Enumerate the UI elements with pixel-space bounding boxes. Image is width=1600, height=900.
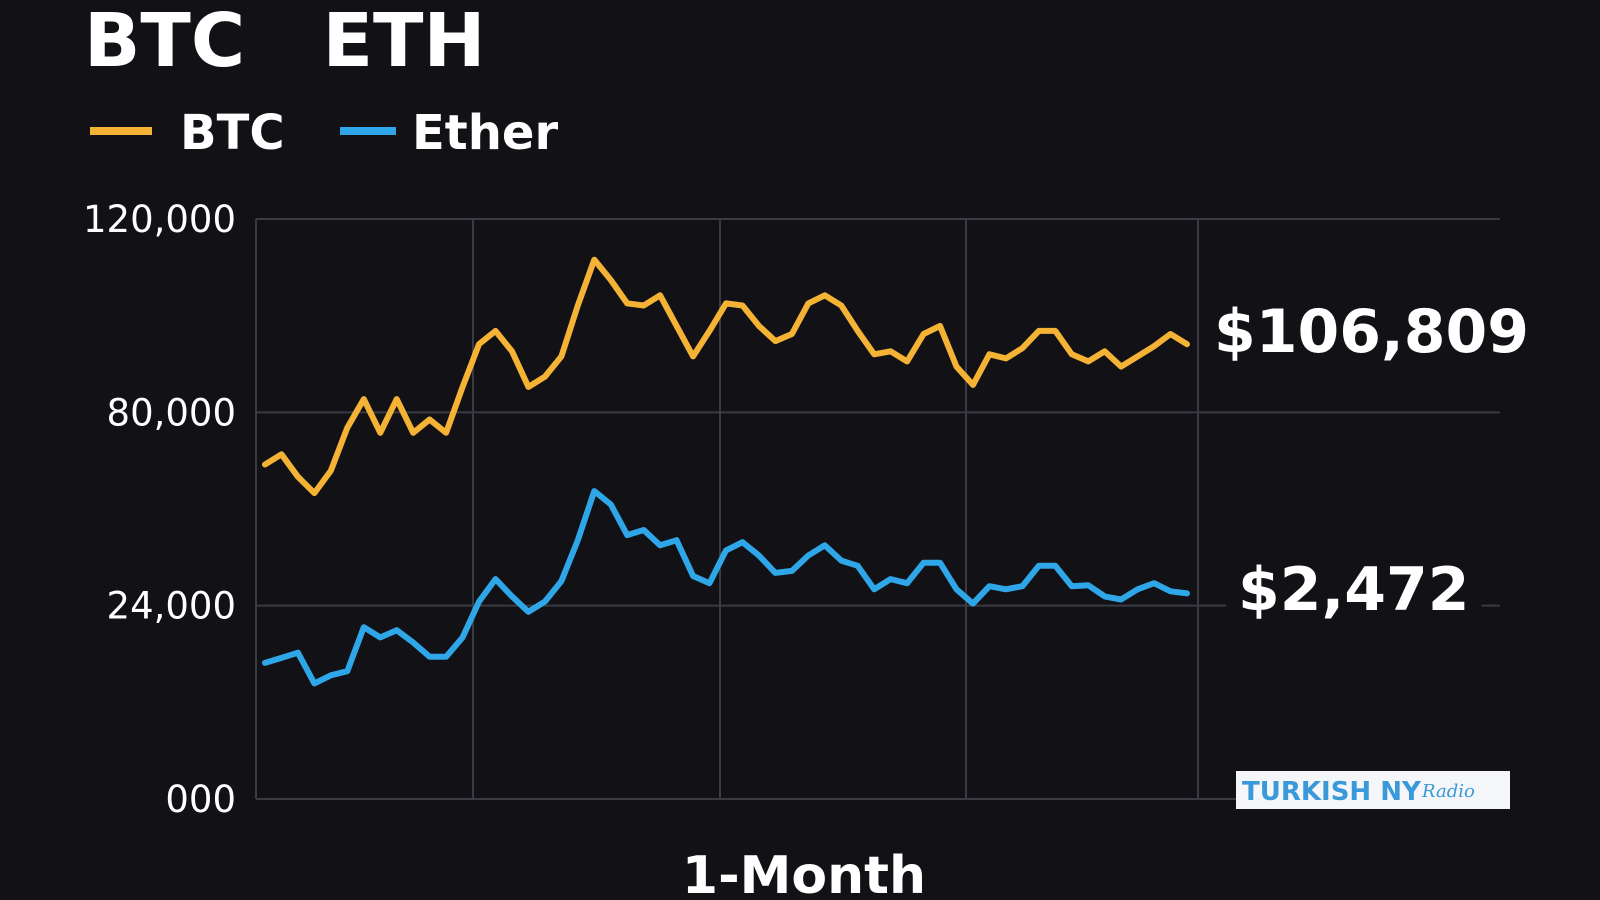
- line-series: [262, 256, 1190, 497]
- legend-label: Ether: [412, 105, 558, 161]
- annotation-bg: [1202, 297, 1542, 367]
- watermark-text: TURKISH NY: [1242, 777, 1422, 807]
- chart-title: BTC ETH: [84, 0, 485, 84]
- x-axis-label: 1-Month: [682, 846, 926, 900]
- price-annotation: $2,472: [1238, 555, 1470, 625]
- watermark: TURKISH NY Radio: [1236, 771, 1510, 809]
- y-tick-label: 120,000: [83, 198, 236, 241]
- y-tick-label: 000: [165, 778, 236, 821]
- annotation-bg: [1226, 555, 1482, 625]
- price-annotation: $106,809: [1214, 297, 1529, 367]
- watermark-box: [1236, 771, 1510, 809]
- watermark-script: Radio: [1421, 781, 1475, 802]
- y-tick-label: 24,000: [107, 585, 236, 628]
- y-tick-label: 80,000: [107, 391, 236, 434]
- line-series: [262, 488, 1190, 687]
- legend-label: BTC: [180, 105, 285, 161]
